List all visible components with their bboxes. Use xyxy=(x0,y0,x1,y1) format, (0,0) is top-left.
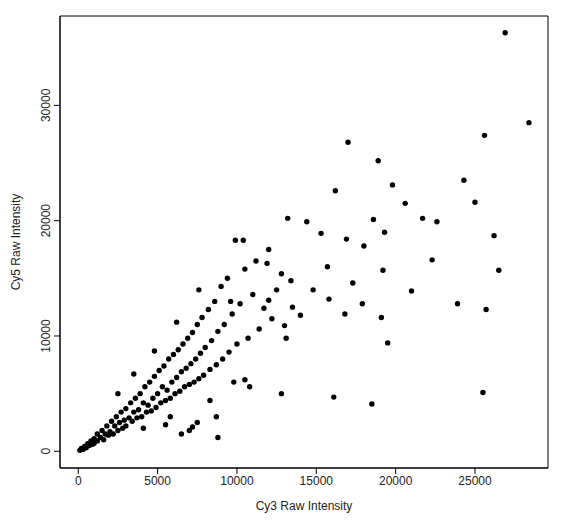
svg-text:0: 0 xyxy=(75,474,82,488)
svg-text:0: 0 xyxy=(39,448,53,455)
svg-text:15000: 15000 xyxy=(300,474,334,488)
svg-text:Cy5 Raw Intensity: Cy5 Raw Intensity xyxy=(9,194,23,291)
svg-text:10000: 10000 xyxy=(220,474,254,488)
svg-text:Cy3 Raw Intensity: Cy3 Raw Intensity xyxy=(256,499,353,513)
svg-text:10000: 10000 xyxy=(39,319,53,353)
svg-text:25000: 25000 xyxy=(458,474,492,488)
svg-text:5000: 5000 xyxy=(144,474,171,488)
svg-text:20000: 20000 xyxy=(379,474,413,488)
svg-text:20000: 20000 xyxy=(39,204,53,238)
svg-text:30000: 30000 xyxy=(39,88,53,122)
